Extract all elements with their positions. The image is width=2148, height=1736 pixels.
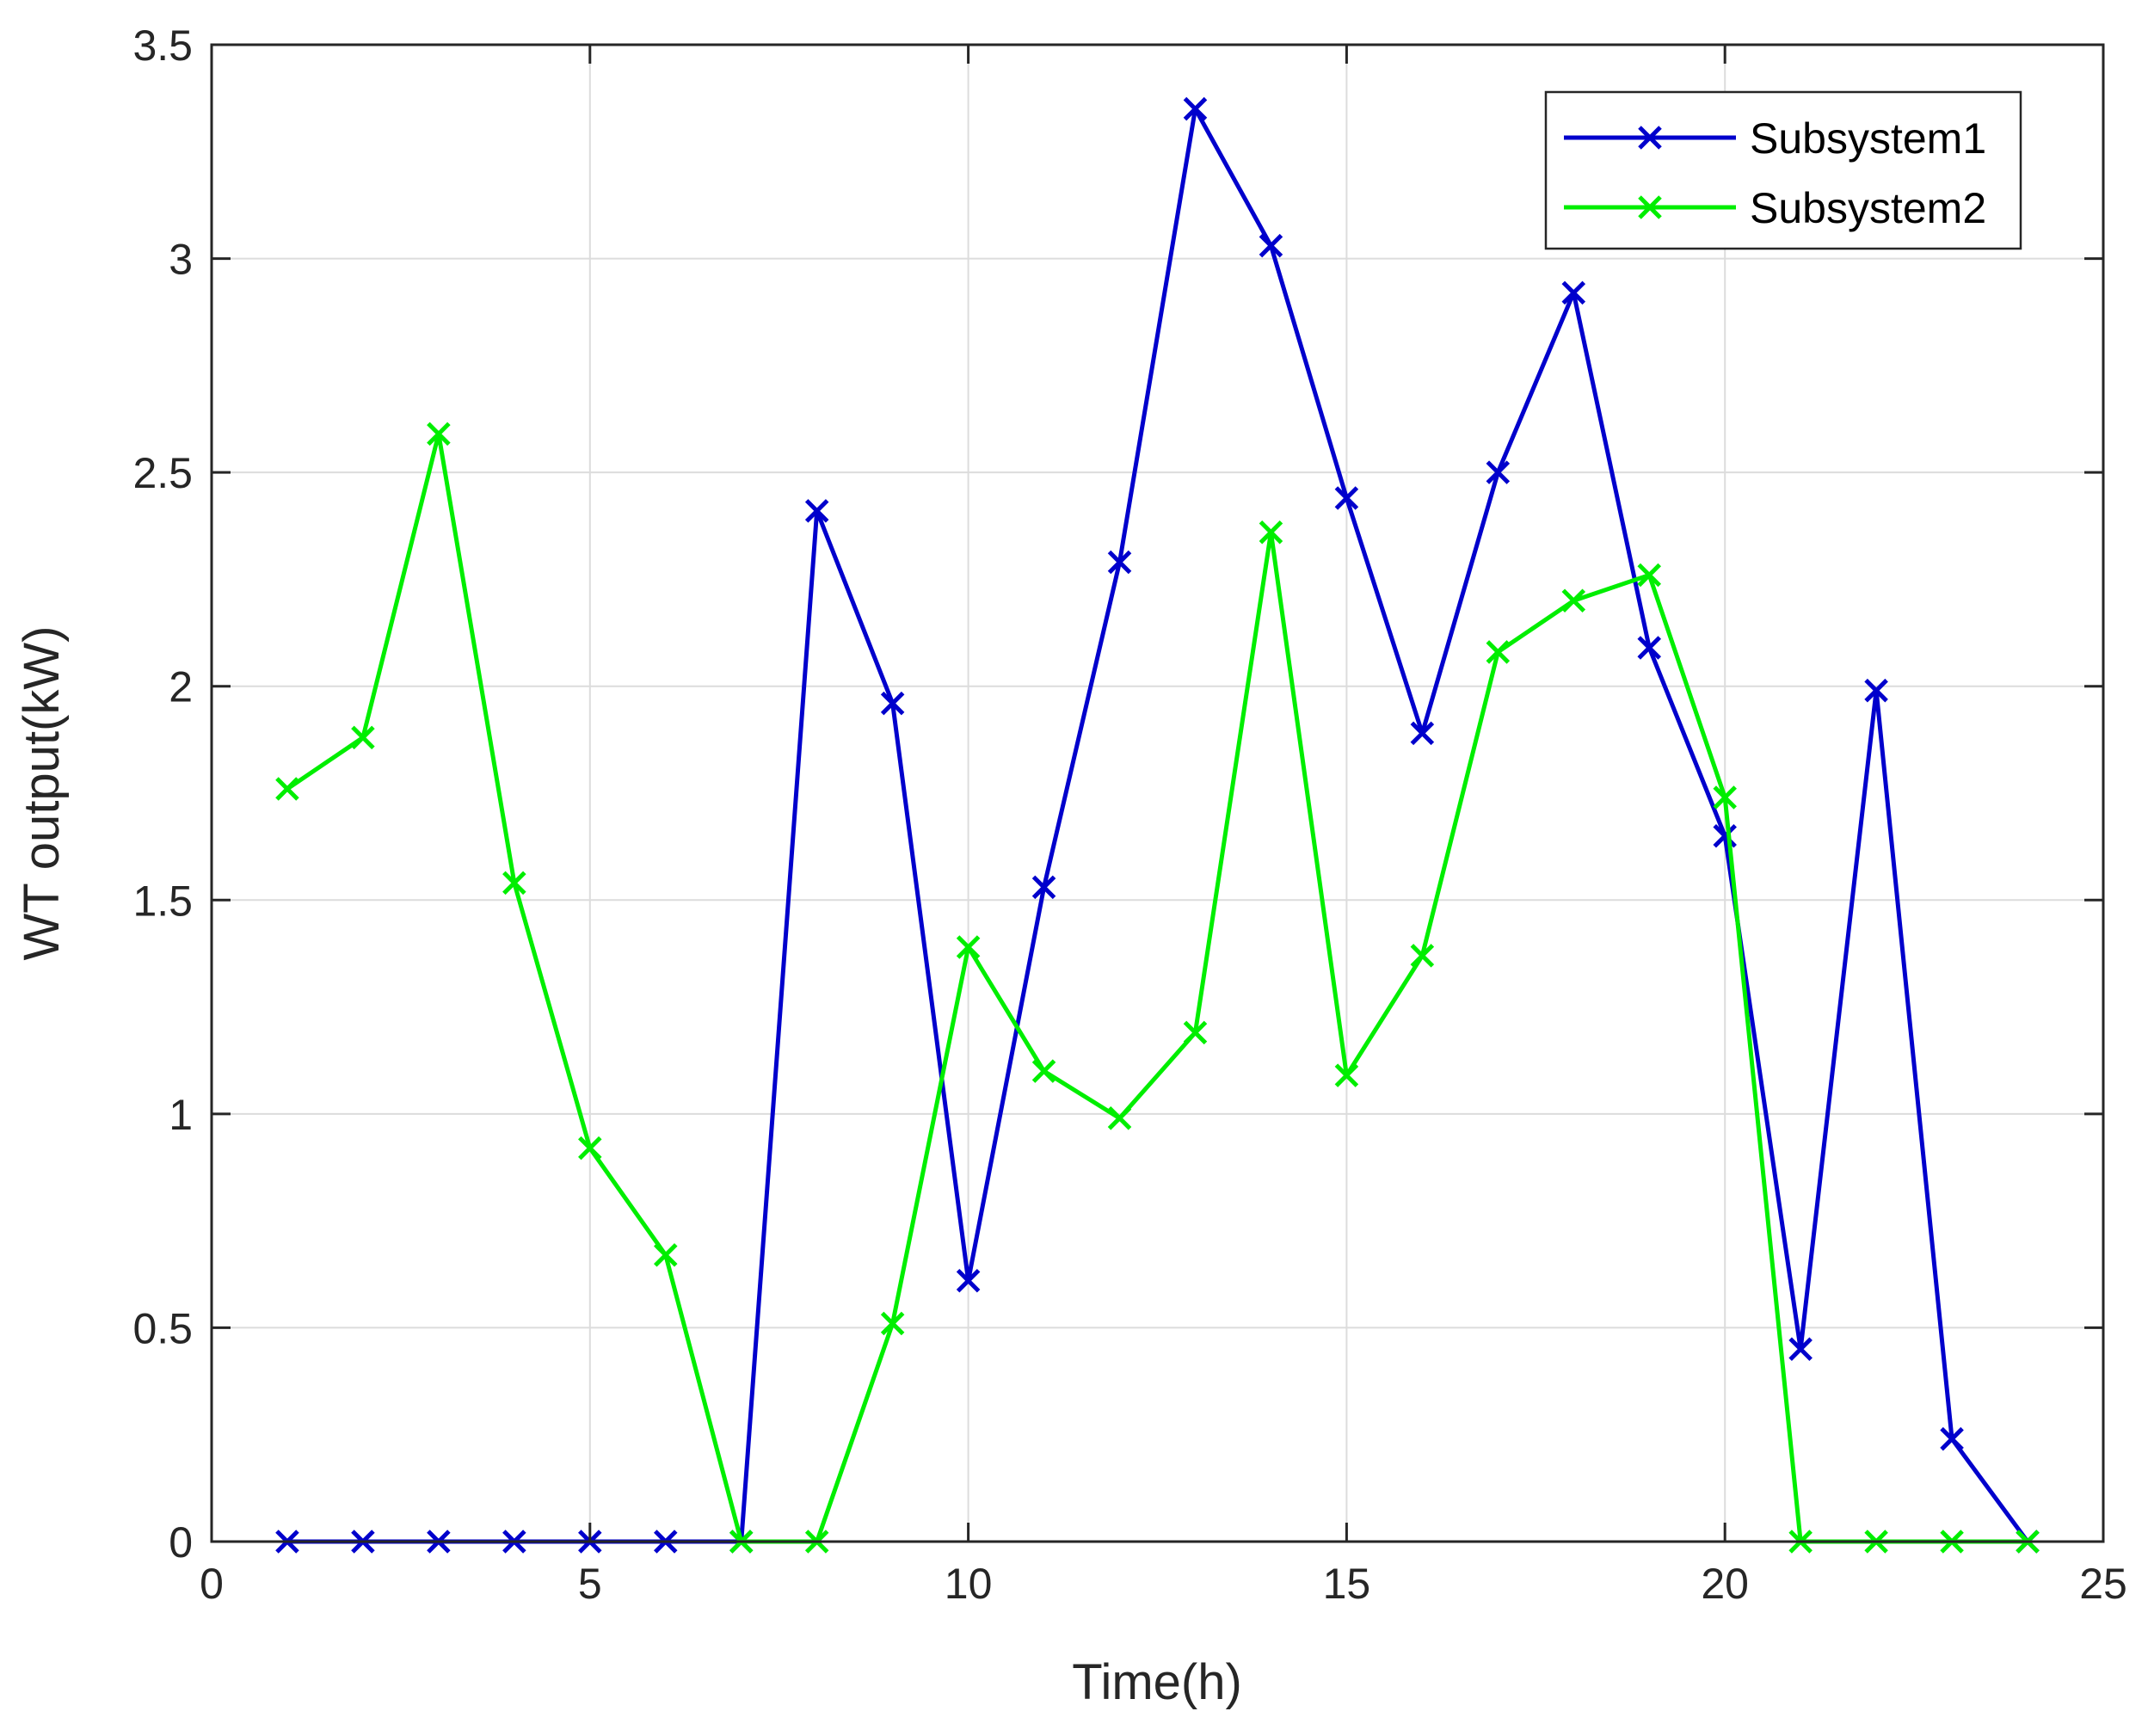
- data-point-subsystem1: [880, 691, 905, 716]
- data-point-subsystem1: [1788, 1337, 1813, 1362]
- series-line-subsystem2: [286, 431, 2028, 1544]
- y-tick-label: 2: [169, 663, 193, 711]
- y-tick-label: 2.5: [132, 449, 193, 497]
- data-point-subsystem2: [427, 422, 451, 446]
- data-point-subsystem1: [1183, 96, 1208, 121]
- data-point-subsystem2: [1410, 944, 1435, 968]
- data-point-subsystem1: [1107, 550, 1132, 575]
- data-point-subsystem2: [1334, 1063, 1359, 1087]
- data-point-subsystem2: [502, 871, 526, 896]
- legend-label-subsystem2: Subsystem2: [1750, 184, 1986, 232]
- y-tick-label: 1: [169, 1091, 193, 1139]
- ticks: [210, 43, 2105, 1543]
- legend-label-subsystem1: Subsystem1: [1750, 114, 1986, 163]
- data-point-subsystem1: [1637, 636, 1662, 660]
- series-subsystem2: [275, 422, 2040, 1554]
- y-tick-label: 0.5: [132, 1304, 193, 1352]
- data-point-subsystem2: [1183, 1020, 1208, 1045]
- x-tick-label: 10: [945, 1560, 993, 1608]
- data-point-subsystem1: [804, 499, 829, 523]
- data-point-subsystem1: [956, 1268, 981, 1293]
- data-point-subsystem2: [1486, 640, 1511, 664]
- data-point-subsystem2: [653, 1243, 678, 1267]
- data-point-subsystem2: [1713, 785, 1737, 810]
- legend-box: [1544, 90, 2022, 250]
- legend-marker-subsystem2: [1638, 195, 1662, 219]
- grid: [212, 45, 2103, 1542]
- legend-entry-subsystem1: Subsystem1: [1564, 114, 1986, 163]
- data-point-subsystem1: [1259, 233, 1283, 258]
- y-tick-label: 1.5: [132, 877, 193, 925]
- data-point-subsystem1: [1486, 460, 1511, 484]
- axes-box: [210, 43, 2105, 1543]
- data-point-subsystem2: [1107, 1106, 1132, 1130]
- legend-entry-subsystem2: Subsystem2: [1564, 184, 1986, 232]
- tick-labels: 0 5 10 15 20 25 0 0.5 1 1.5 2 2.5 3 3.5: [132, 22, 2126, 1608]
- data-point-subsystem2: [956, 935, 981, 959]
- x-tick-label: 25: [2079, 1560, 2127, 1608]
- x-axis-label: Time(h): [1072, 1654, 1242, 1710]
- data-point-subsystem1: [1031, 875, 1056, 900]
- y-tick-label: 3: [169, 236, 193, 284]
- y-tick-label: 0: [169, 1518, 193, 1567]
- data-point-subsystem1: [1940, 1426, 1964, 1451]
- data-point-subsystem1: [1864, 678, 1888, 703]
- data-point-subsystem2: [1031, 1059, 1056, 1083]
- x-tick-label: 20: [1701, 1560, 1749, 1608]
- data-point-subsystem2: [1259, 520, 1283, 545]
- plot-area: [212, 45, 2103, 1542]
- x-tick-label: 0: [200, 1560, 224, 1608]
- data-point-subsystem2: [351, 725, 375, 750]
- data-point-subsystem2: [578, 1136, 602, 1160]
- data-point-subsystem1: [1334, 486, 1359, 510]
- x-tick-label: 5: [578, 1560, 602, 1608]
- data-point-subsystem2: [880, 1311, 905, 1336]
- y-axis-label: WT output(kW): [14, 626, 70, 961]
- x-tick-label: 15: [1323, 1560, 1371, 1608]
- data-point-subsystem2: [1561, 588, 1586, 613]
- data-point-subsystem1: [1410, 721, 1435, 746]
- legend: Subsystem1 Subsystem2: [1544, 90, 2022, 250]
- data-point-subsystem2: [1637, 563, 1662, 588]
- data-point-subsystem1: [1713, 823, 1737, 848]
- y-tick-label: 3.5: [132, 22, 193, 70]
- data-point-subsystem1: [1561, 280, 1586, 305]
- data-point-subsystem2: [275, 777, 299, 801]
- legend-marker-subsystem1: [1638, 126, 1662, 150]
